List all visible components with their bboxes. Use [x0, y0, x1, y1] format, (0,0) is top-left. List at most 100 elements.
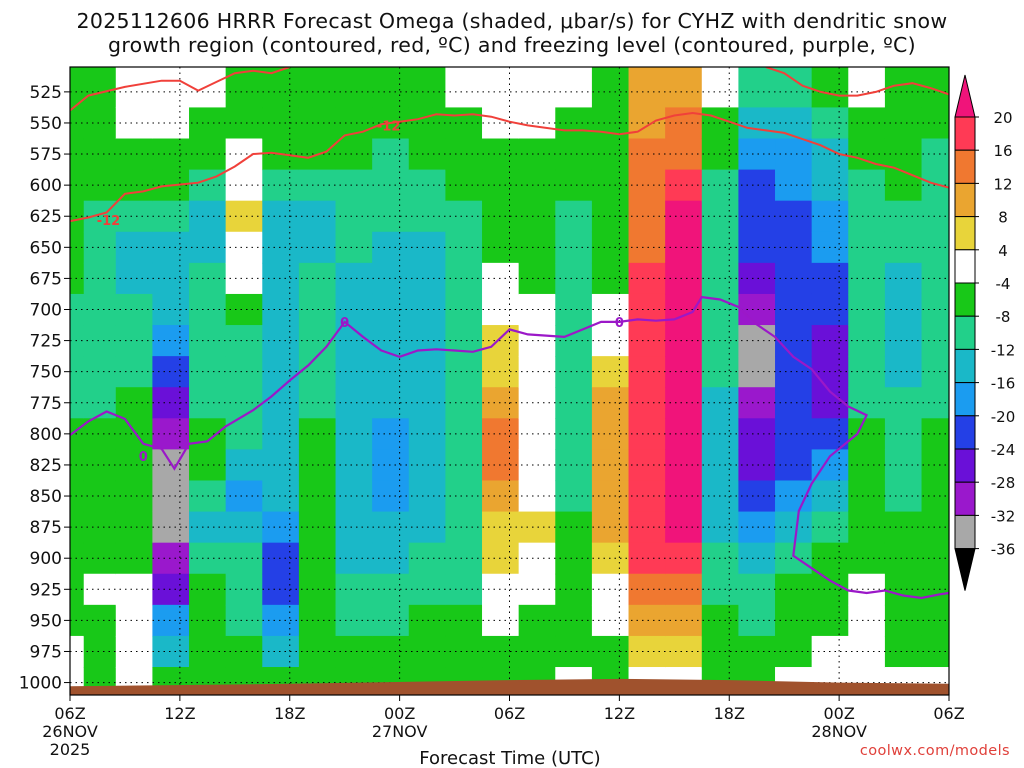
omega-cell: [115, 262, 154, 295]
omega-cell: [408, 604, 447, 637]
omega-cell: [665, 542, 703, 575]
omega-cell: [518, 480, 556, 513]
omega-cell: [445, 480, 483, 513]
omega-cell: [372, 325, 410, 357]
omega-cell: [591, 604, 630, 637]
omega-cell: [335, 231, 373, 264]
omega-cell: [372, 262, 410, 295]
omega-cell: [738, 511, 776, 544]
y-tick-label: 775: [30, 394, 62, 414]
omega-cell: [225, 604, 263, 637]
x-tick-label: 12Z: [164, 704, 195, 723]
omega-cell: [518, 169, 556, 202]
omega-cell: [591, 480, 630, 513]
omega-cell: [152, 511, 190, 544]
omega-cell: [115, 107, 154, 140]
omega-cell: [555, 262, 593, 295]
omega-cell: [408, 293, 447, 326]
omega-cell: [152, 604, 190, 637]
omega-cell: [775, 107, 813, 140]
x-tick-label: 00Z: [823, 704, 854, 723]
omega-cell: [921, 138, 949, 171]
y-tick-label: 800: [30, 425, 62, 445]
omega-cell: [225, 107, 263, 140]
x-tick-label: 06Z: [54, 704, 85, 723]
omega-cell: [372, 573, 410, 606]
x-tick-date-label: 27NOV: [372, 722, 428, 741]
dgz-contour-label: -12: [97, 214, 121, 229]
omega-cell: [445, 262, 483, 295]
omega-cell: [628, 418, 666, 450]
omega-cell: [408, 200, 447, 233]
omega-cell: [83, 231, 117, 264]
omega-cell: [83, 67, 117, 109]
omega-cell: [445, 107, 483, 140]
x-tick-year-label: 2025: [50, 740, 91, 759]
colorbar-swatch: [954, 348, 976, 384]
omega-cell: [372, 231, 410, 264]
dgz-contour-line: [765, 67, 949, 97]
chart-title-line1: 2025112606 HRRR Forecast Omega (shaded, …: [76, 9, 948, 33]
omega-cell: [482, 138, 520, 171]
freezing-level-contour-label: 0: [615, 316, 624, 331]
omega-cell: [628, 387, 666, 419]
omega-cell: [482, 231, 520, 264]
omega-cell: [225, 511, 263, 544]
omega-cell: [372, 169, 410, 202]
omega-cell: [445, 449, 483, 482]
omega-cell: [628, 511, 666, 544]
omega-cell: [665, 262, 703, 295]
omega-cell: [372, 200, 410, 233]
omega-cell: [225, 356, 263, 388]
omega-cell: [665, 67, 703, 109]
omega-cell: [335, 67, 373, 109]
omega-cell: [555, 231, 593, 264]
omega-cell: [115, 604, 154, 637]
omega-cell: [775, 169, 813, 202]
omega-cell: [83, 169, 117, 202]
colorbar-label: -16: [991, 375, 1016, 393]
omega-cell: [884, 107, 923, 140]
omega-cell: [152, 262, 190, 295]
omega-cell: [115, 231, 154, 264]
omega-cell: [70, 356, 85, 388]
omega-cell: [518, 542, 556, 575]
omega-cell: [518, 418, 556, 450]
omega-cell: [83, 542, 117, 575]
omega-cell: [555, 635, 593, 668]
omega-cell: [628, 604, 666, 637]
omega-cell: [775, 573, 813, 606]
omega-cell: [884, 573, 923, 606]
omega-cell: [83, 418, 117, 450]
x-tick-label: 18Z: [714, 704, 745, 723]
omega-cell: [628, 542, 666, 575]
omega-cell: [628, 231, 666, 264]
omega-cell: [152, 67, 190, 109]
omega-cell: [738, 138, 776, 171]
colorbar-swatch: [954, 514, 976, 550]
x-tick-label: 18Z: [274, 704, 305, 723]
omega-cell: [83, 635, 117, 668]
omega-cell: [262, 67, 300, 109]
omega-cell: [262, 511, 300, 544]
omega-cell: [335, 449, 373, 482]
omega-cell: [152, 418, 190, 450]
omega-cell: [335, 418, 373, 450]
omega-cell: [738, 387, 776, 419]
x-axis-label: Forecast Time (UTC): [419, 748, 600, 768]
omega-cell: [445, 573, 483, 606]
omega-cell: [628, 169, 666, 202]
omega-cell: [738, 169, 776, 202]
omega-cell: [482, 169, 520, 202]
omega-cell: [335, 262, 373, 295]
omega-cell: [482, 67, 520, 109]
omega-cell: [884, 387, 923, 419]
omega-cell: [775, 231, 813, 264]
y-tick-label: 600: [30, 176, 62, 196]
credit-label: coolwx.com/models: [859, 743, 1010, 759]
surface-terrain: [70, 678, 949, 695]
y-tick-label: 1000: [19, 674, 62, 694]
omega-cell: [70, 387, 85, 419]
dgz-contour-line: [70, 111, 949, 223]
omega-cell: [775, 325, 813, 357]
